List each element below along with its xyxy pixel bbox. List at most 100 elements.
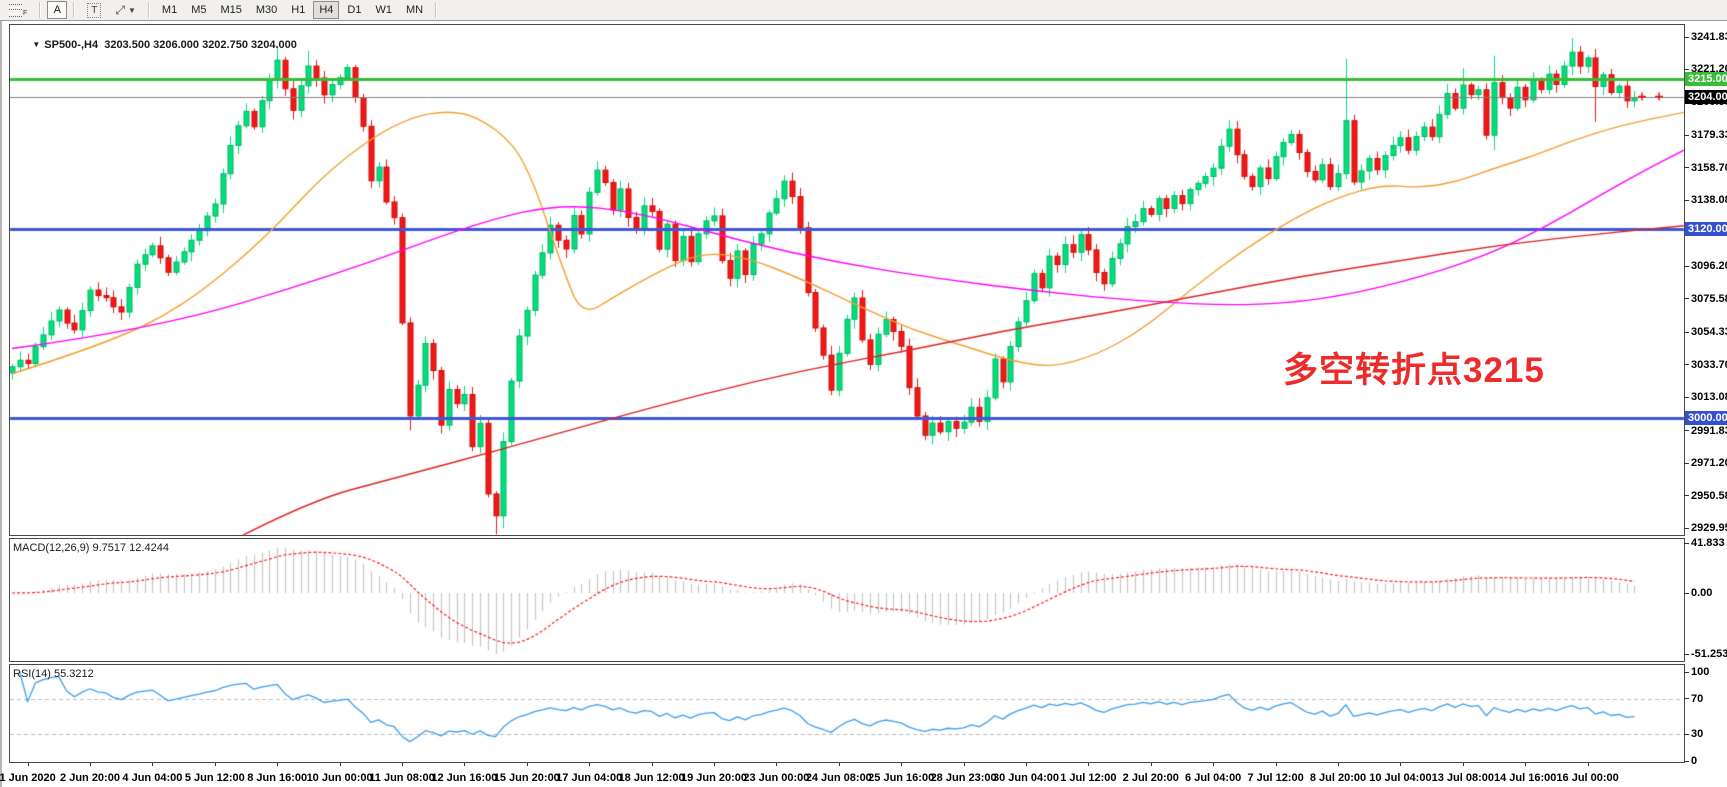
time-tick [964,763,965,766]
time-tick [402,763,403,766]
support-line-3120-label: 3120.000 [1685,221,1727,236]
price-tick: 3096.205 [1684,260,1727,273]
rsi-tick: 0 [1684,755,1697,768]
tick-dash [1684,462,1689,464]
time-tick [340,763,341,766]
time-label: 30 Jun 04:00 [992,772,1060,784]
price-pane [9,24,1685,536]
chart-title: ▼ SP500-,H4 3203.500 3206.000 3202.750 32… [32,39,297,51]
time-label: 8 Jul 20:00 [1309,772,1367,784]
price-tick: 2971.205 [1684,457,1727,470]
time-label: 28 Jun 23:00 [930,772,997,784]
time-tick [1588,763,1589,766]
time-tick [527,763,528,766]
support-line-3000-label: 3000.000 [1685,410,1727,425]
time-label: 5 Jun 12:00 [184,772,245,784]
tick-dash [1684,495,1689,497]
time-label: 13 Jul 08:00 [1431,772,1494,784]
price-tick: 3075.580 [1684,292,1727,305]
time-tick [1151,763,1152,766]
tick-dash [1684,396,1689,398]
time-label: 17 Jun 04:00 [556,772,623,784]
tick-dash [1684,167,1689,169]
price-tick: 3179.330 [1684,129,1727,142]
time-label: 12 Jun 16:00 [431,772,498,784]
tick-dash [1684,298,1689,300]
time-tick [839,763,840,766]
time-tick [776,763,777,766]
tick-dash [1684,698,1689,700]
time-tick [714,763,715,766]
time-label: 16 Jul 00:00 [1556,772,1619,784]
time-label: 10 Jul 04:00 [1369,772,1432,784]
time-tick [28,763,29,766]
time-label: 23 Jun 00:00 [743,772,810,784]
price-tick: 2950.580 [1684,489,1727,502]
time-label: 15 Jun 20:00 [493,772,560,784]
time-tick [901,763,902,766]
time-tick [1463,763,1464,766]
current-price-line-label: 3204.000 [1685,89,1727,104]
time-label: 1 Jul 12:00 [1060,772,1117,784]
time-tick [1026,763,1027,766]
macd-label: MACD(12,26,9) 9.7517 12.4244 [13,542,169,554]
time-tick [215,763,216,766]
price-tick: 3158.705 [1684,161,1727,174]
time-label: 14 Jul 16:00 [1494,772,1557,784]
rsi-tick: 100 [1684,666,1709,679]
macd-tick: 0.00 [1684,587,1712,600]
time-tick [277,763,278,766]
tick-dash [1684,36,1689,38]
price-tick: 3033.705 [1684,358,1727,371]
time-tick [90,763,91,766]
time-label: 4 Jun 04:00 [122,772,183,784]
macd-tick: 41.833 [1684,537,1725,550]
time-tick [1525,763,1526,766]
tick-dash [1684,331,1689,333]
tick-dash [1684,199,1689,201]
tick-dash [1684,653,1689,655]
time-label: 25 Jun 16:00 [868,772,935,784]
tick-dash [1684,68,1689,70]
tick-dash [1684,527,1689,529]
time-tick [1338,763,1339,766]
time-tick [1088,763,1089,766]
macd-pane [9,538,1685,662]
time-label: 18 Jun 12:00 [618,772,685,784]
time-label: 1 Jun 2020 [0,772,56,784]
rsi-label: RSI(14) 55.3212 [13,668,94,680]
tick-dash [1684,364,1689,366]
tick-dash [1684,542,1689,544]
collapse-triangle-icon: ▼ [32,40,41,49]
time-tick [1276,763,1277,766]
time-tick [1400,763,1401,766]
time-label: 7 Jul 12:00 [1247,772,1304,784]
tick-dash [1684,592,1689,594]
time-tick [152,763,153,766]
tick-dash [1684,265,1689,267]
price-tick: 2929.955 [1684,522,1727,535]
tick-dash [1684,134,1689,136]
time-label: 8 Jun 16:00 [247,772,308,784]
resistance-line-3215-label: 3215.000 [1685,72,1727,87]
price-tick: 3054.330 [1684,326,1727,339]
price-tick: 2991.830 [1684,424,1727,437]
tick-dash [1684,733,1689,735]
price-tick: 3138.080 [1684,194,1727,207]
time-tick [652,763,653,766]
time-tick [464,763,465,766]
time-label: 6 Jul 04:00 [1185,772,1242,784]
price-tick: 3013.080 [1684,391,1727,404]
time-tick [1213,763,1214,766]
time-label: 11 Jun 08:00 [369,772,435,784]
time-label: 19 Jun 20:00 [680,772,748,784]
tick-dash [1684,430,1689,432]
rsi-pane [9,664,1685,763]
time-tick [589,763,590,766]
time-label: 24 Jun 08:00 [805,772,872,784]
tick-dash [1684,760,1689,762]
rsi-tick: 30 [1684,728,1703,741]
